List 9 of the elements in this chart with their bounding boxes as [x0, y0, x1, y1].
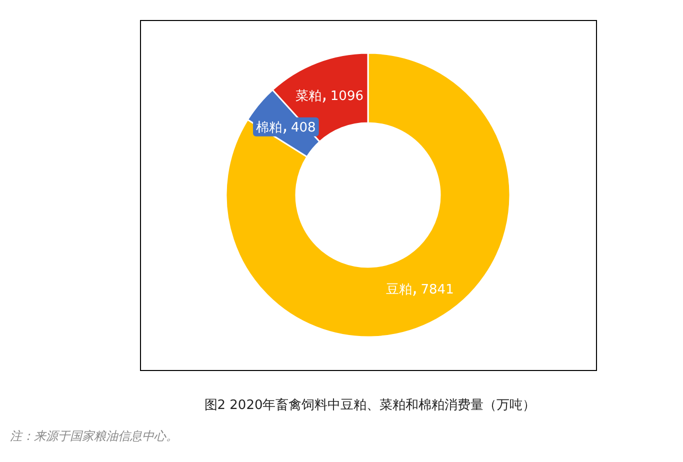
text: 注：来源于国家粮油信息中心。	[10, 429, 178, 443]
data-label: 7841	[420, 282, 454, 298]
slice-label: 棉粕	[256, 120, 282, 136]
data-label: 1096	[330, 89, 364, 104]
donut-slice	[225, 52, 511, 338]
slice-label: 菜粕	[295, 89, 322, 104]
slice-label: 豆粕	[386, 282, 412, 298]
text: 图2 2020年畜禽饲料中豆粕、菜粕和棉粕消费量（万吨）	[204, 397, 536, 413]
data-label: 408	[291, 120, 316, 136]
